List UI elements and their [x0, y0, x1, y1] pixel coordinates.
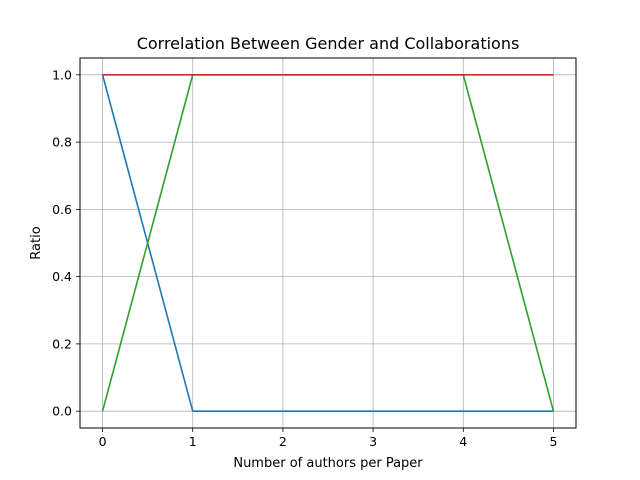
y-tick-label: 0.4: [52, 269, 72, 284]
y-tick-label: 0.8: [52, 135, 72, 150]
x-tick-label: 3: [369, 434, 377, 449]
series-line-1: [101, 74, 554, 412]
x-tick-label: 2: [279, 434, 287, 449]
y-axis-label: Ratio: [29, 226, 44, 259]
chart-title: Correlation Between Gender and Collabora…: [137, 34, 520, 53]
x-tick-label: 5: [549, 434, 557, 449]
y-axis-ticks: 0.0 0.2 0.4 0.6 0.8 1.0: [52, 67, 80, 419]
series-lines: [101, 74, 555, 412]
x-tick-label: 0: [99, 434, 107, 449]
y-tick-label: 0.2: [52, 336, 72, 351]
grid: [80, 58, 576, 428]
x-tick-label: 4: [459, 434, 467, 449]
plot-area: [80, 58, 576, 428]
x-axis-label: Number of authors per Paper: [233, 456, 423, 471]
plot-frame: [79, 57, 577, 429]
y-tick-label: 0.6: [52, 202, 72, 217]
x-axis-ticks: 0 1 2 3 4 5: [99, 428, 557, 449]
x-tick-label: 1: [189, 434, 197, 449]
y-tick-label: 0.0: [52, 404, 72, 419]
y-tick-label: 1.0: [52, 67, 72, 82]
